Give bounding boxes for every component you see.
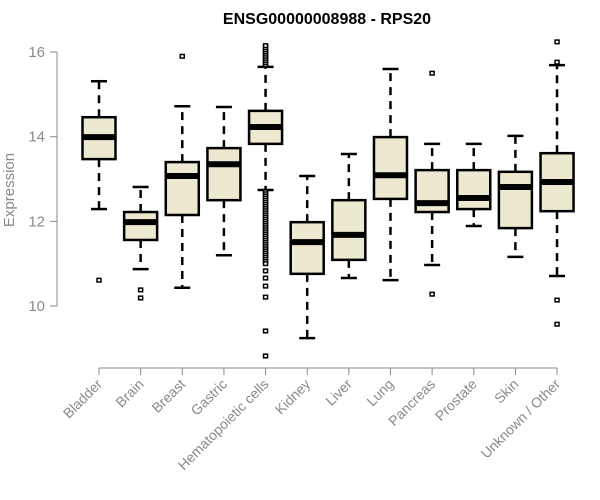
box-kidney xyxy=(289,174,325,340)
box-prostate xyxy=(456,142,492,228)
outlier-point xyxy=(262,328,269,334)
outlier-point xyxy=(554,39,560,45)
outlier-point xyxy=(262,353,269,359)
box-lung xyxy=(372,67,409,282)
x-tick-label: Skin xyxy=(491,376,522,407)
outlier-point xyxy=(137,287,144,293)
outlier-point xyxy=(137,295,144,301)
box-brain xyxy=(122,185,159,301)
iqr-box xyxy=(331,198,367,262)
outlier-point xyxy=(554,59,560,65)
x-tick-label: Bladder xyxy=(60,376,106,422)
chart-title: ENSG00000008988 - RPS20 xyxy=(223,11,431,28)
iqr-box xyxy=(372,135,409,201)
outlier-point xyxy=(262,261,269,267)
y-tick-label: 16 xyxy=(28,44,45,61)
iqr-box xyxy=(456,168,492,211)
box-unknown-other xyxy=(539,39,575,327)
x-tick-label: Prostate xyxy=(432,376,480,424)
x-tick-label: Lung xyxy=(363,376,396,409)
x-tick-label: Unknown / Other xyxy=(478,376,564,462)
x-tick-label: Brain xyxy=(112,376,146,410)
outlier-point xyxy=(262,43,269,49)
iqr-box xyxy=(289,220,325,276)
y-tick-label: 12 xyxy=(28,213,45,230)
box-gastric xyxy=(206,105,242,257)
x-tick-label: Liver xyxy=(322,376,355,409)
box-skin xyxy=(497,134,534,259)
outlier-point xyxy=(262,268,269,274)
outlier-point xyxy=(429,291,435,297)
outlier-point xyxy=(262,294,269,300)
box-hematopoietic-cells xyxy=(247,43,284,359)
outlier-point xyxy=(262,275,269,281)
outlier-point xyxy=(554,321,560,327)
outlier-point xyxy=(429,70,435,76)
iqr-box xyxy=(497,170,534,230)
x-tick-label: Breast xyxy=(148,376,188,416)
box-bladder xyxy=(81,79,117,283)
box-liver xyxy=(331,152,367,280)
outlier-point xyxy=(262,283,269,289)
outlier-point xyxy=(554,297,560,303)
box-breast xyxy=(164,53,201,290)
y-axis-title: Expression xyxy=(1,153,18,227)
y-tick-label: 10 xyxy=(28,298,45,315)
y-tick-label: 14 xyxy=(28,129,45,146)
iqr-box xyxy=(122,210,159,242)
box-pancreas xyxy=(414,70,450,297)
outlier-point xyxy=(96,277,102,283)
outlier-point xyxy=(179,53,186,59)
iqr-box xyxy=(164,160,201,217)
iqr-box xyxy=(206,146,242,202)
x-tick-label: Kidney xyxy=(272,376,314,418)
